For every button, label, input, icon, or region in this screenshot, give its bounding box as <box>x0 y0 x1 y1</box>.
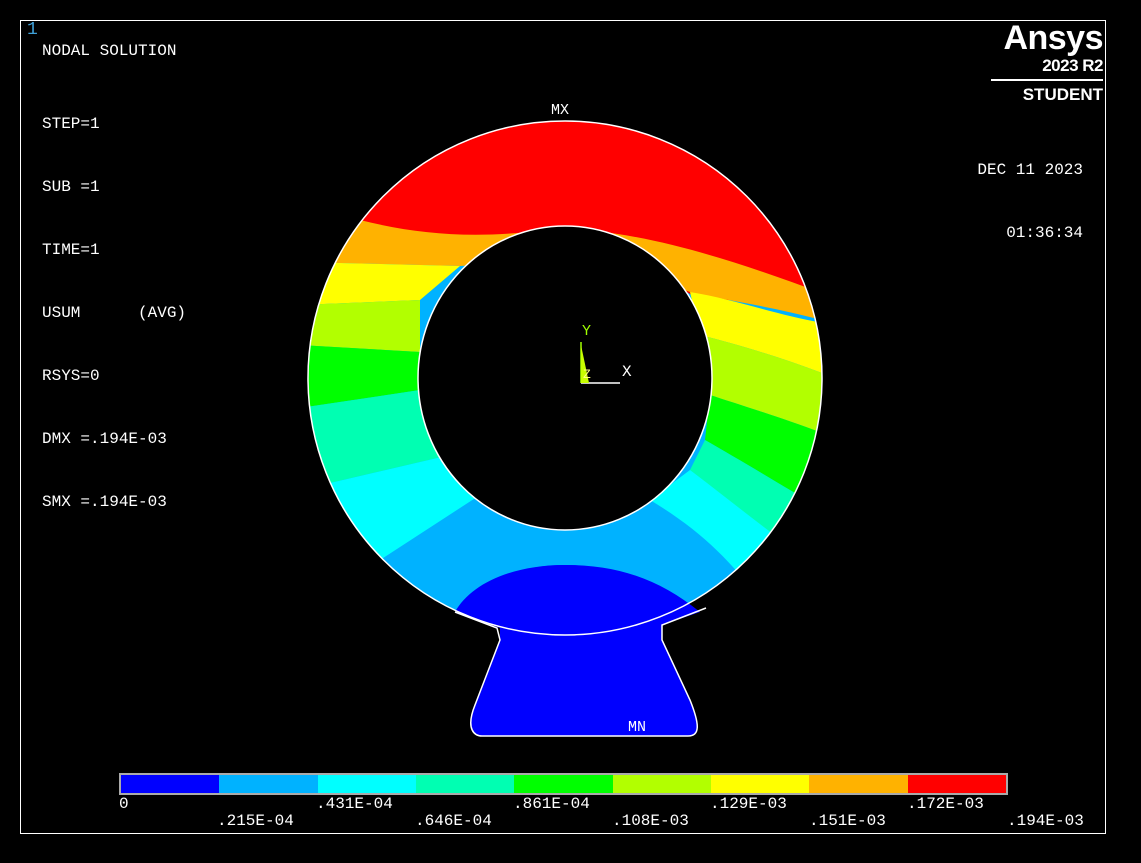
legend-label-bottom-1: .215E-04 <box>217 812 294 830</box>
info-dmx: DMX =.194E-03 <box>42 430 167 448</box>
info-rsys: RSYS=0 <box>42 367 100 385</box>
date-text: DEC 11 2023 <box>977 161 1083 179</box>
logo-brand: Ansys <box>1003 19 1103 57</box>
legend-swatch-5 <box>514 775 613 793</box>
band-yellow-left <box>308 262 460 305</box>
info-time: TIME=1 <box>42 241 100 259</box>
info-usum: USUM (AVG) <box>42 304 187 322</box>
band-lime-left <box>308 300 420 352</box>
time-text: 01:36:34 <box>1006 224 1083 242</box>
outer-edge <box>307 120 823 636</box>
legend-label-top-1: 0 <box>119 795 129 813</box>
legend-swatch-1 <box>121 775 220 793</box>
legend-swatch-6 <box>612 775 711 793</box>
graphics-frame <box>20 20 1106 834</box>
base-neck <box>455 565 700 736</box>
ansys-logo: Ansys 2023 R2 STUDENT <box>991 19 1104 105</box>
band-yellow-right <box>690 292 822 380</box>
band-green-left <box>308 345 420 408</box>
legend-swatch-7 <box>710 775 810 793</box>
logo-divider <box>991 79 1103 81</box>
window-number: 1 <box>27 20 38 40</box>
legend-label-top-4: .129E-03 <box>710 795 787 813</box>
ring-contours <box>308 121 822 635</box>
legend-label-bottom-3: .108E-03 <box>612 812 689 830</box>
legend-swatch-2 <box>219 775 318 793</box>
legend-swatch-9 <box>907 775 1006 793</box>
legend-label-bottom-5: .194E-03 <box>1007 812 1084 830</box>
timestamp: DEC 11 2023 01:36:34 <box>977 118 1083 265</box>
info-step: STEP=1 <box>42 115 100 133</box>
base-outline <box>454 607 707 737</box>
legend-swatch-3 <box>317 775 416 793</box>
band-aqua-left <box>308 390 450 490</box>
legend-label-top-5: .172E-03 <box>907 795 984 813</box>
info-sub: SUB =1 <box>42 178 100 196</box>
triad-z-label: Z <box>583 367 591 382</box>
min-marker: MN <box>628 719 646 736</box>
triad-y-label: Y <box>582 323 591 340</box>
legend-label-top-2: .431E-04 <box>316 795 393 813</box>
logo-version: 2023 R2 <box>1042 56 1103 75</box>
band-orange <box>308 220 822 325</box>
info-smx: SMX =.194E-03 <box>42 493 167 511</box>
triad-z-arrow <box>581 345 589 383</box>
legend-label-bottom-4: .151E-03 <box>809 812 886 830</box>
coordinate-triad: Y Z X <box>580 323 632 384</box>
inner-edge <box>417 225 713 531</box>
contour-legend <box>119 773 1008 795</box>
triad-x-label: X <box>622 363 632 381</box>
solution-info: STEP=1 SUB =1 TIME=1 USUM (AVG) RSYS=0 D… <box>42 72 186 534</box>
solution-title: NODAL SOLUTION <box>42 42 177 60</box>
legend-label-bottom-2: .646E-04 <box>415 812 492 830</box>
logo-edition: STUDENT <box>1022 85 1103 104</box>
legend-swatch-8 <box>809 775 908 793</box>
max-marker: MX <box>551 102 569 119</box>
legend-label-top-3: .861E-04 <box>513 795 590 813</box>
legend-swatch-4 <box>415 775 515 793</box>
band-lime-right <box>700 335 822 440</box>
